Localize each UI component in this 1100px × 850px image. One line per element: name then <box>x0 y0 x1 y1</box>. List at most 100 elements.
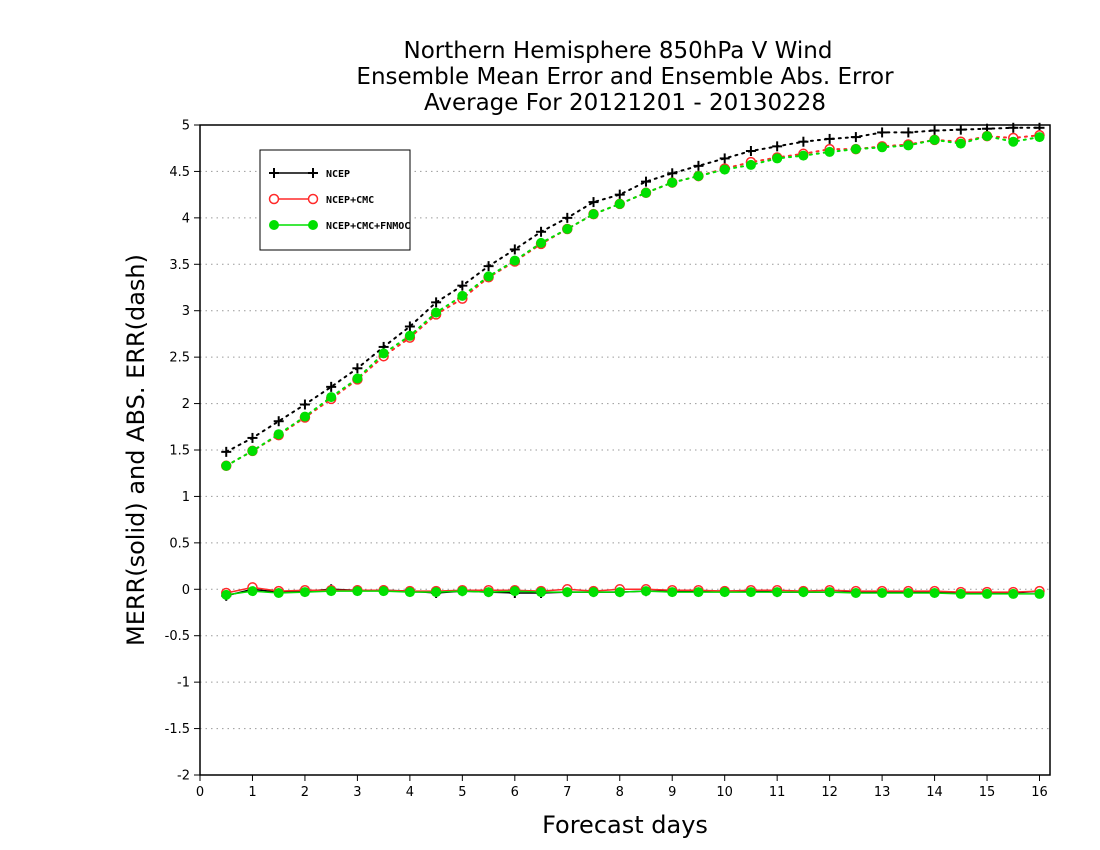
x-tick-label: 1 <box>248 785 256 800</box>
point-abs-err-ncep <box>483 261 494 272</box>
y-tick-label: 0.5 <box>169 536 190 551</box>
x-tick-label: 5 <box>458 785 466 800</box>
point-mean-err-ncep-cmc-fnmoc <box>536 587 547 598</box>
point-abs-err-ncep-cmc-fnmoc <box>536 237 547 248</box>
legend-marker-ncep-cmc-fnmoc <box>308 220 318 230</box>
point-mean-err-ncep-cmc-fnmoc <box>273 588 284 598</box>
point-abs-err-ncep <box>588 197 599 208</box>
point-abs-err-ncep-cmc-fnmoc <box>299 411 310 422</box>
point-abs-err-ncep <box>929 125 940 136</box>
point-abs-err-ncep-cmc-fnmoc <box>352 373 363 384</box>
y-tick-label: 5 <box>182 119 190 134</box>
point-abs-err-ncep <box>273 416 284 427</box>
x-tick-label: 11 <box>769 785 786 800</box>
x-tick-label: 7 <box>563 785 571 800</box>
point-abs-err-ncep-cmc-fnmoc <box>955 138 966 149</box>
x-tick-label: 8 <box>616 785 624 800</box>
point-mean-err-ncep-cmc-fnmoc <box>247 586 258 597</box>
point-abs-err-ncep-cmc-fnmoc <box>483 271 494 282</box>
point-mean-err-ncep-cmc-fnmoc <box>1034 588 1045 599</box>
x-tick-label: 13 <box>874 785 891 800</box>
point-abs-err-ncep <box>850 132 861 143</box>
y-tick-label: 1 <box>182 490 190 505</box>
x-tick-label: 14 <box>926 785 943 800</box>
point-abs-err-ncep <box>903 127 914 138</box>
x-tick-label: 3 <box>353 785 361 800</box>
legend-marker-ncep <box>269 168 279 178</box>
point-mean-err-ncep-cmc-fnmoc <box>903 588 914 598</box>
point-abs-err-ncep-cmc-fnmoc <box>903 140 914 151</box>
point-abs-err-ncep-cmc-fnmoc <box>772 153 783 164</box>
legend-box <box>259 149 411 251</box>
point-mean-err-ncep-cmc-fnmoc <box>431 587 442 598</box>
point-abs-err-ncep-cmc-fnmoc <box>745 159 756 170</box>
point-abs-err-ncep <box>299 399 310 410</box>
point-mean-err-ncep-cmc-fnmoc <box>588 587 599 598</box>
point-mean-err-ncep-cmc-fnmoc <box>982 588 993 599</box>
point-abs-err-ncep-cmc-fnmoc <box>877 142 888 153</box>
point-abs-err-ncep-cmc-fnmoc <box>273 429 284 440</box>
x-tick-label: 10 <box>716 785 733 800</box>
point-mean-err-ncep-cmc-fnmoc <box>745 587 756 598</box>
point-abs-err-ncep <box>509 244 520 255</box>
point-abs-err-ncep-cmc-fnmoc <box>929 134 940 145</box>
legend-label-ncep-cmc-fnmoc: NCEP+CMC+FNMOC <box>326 221 410 232</box>
point-mean-err-ncep-cmc-fnmoc <box>614 587 625 598</box>
point-mean-err-ncep-cmc-fnmoc <box>404 587 415 598</box>
y-tick-label: -2 <box>177 769 190 784</box>
point-abs-err-ncep-cmc-fnmoc <box>588 209 599 220</box>
axes: 54.543.532.521.510.50-0.5-1-1.5-20 1 2 3 4 5 6… <box>165 119 1048 801</box>
point-mean-err-ncep-cmc-fnmoc <box>221 589 232 600</box>
point-abs-err-ncep <box>667 168 678 179</box>
chart-title-line-2: Ensemble Mean Error and Ensemble Abs. Er… <box>356 64 894 90</box>
point-abs-err-ncep-cmc-fnmoc <box>824 146 835 157</box>
y-tick-label: 4.5 <box>169 165 190 180</box>
point-mean-err-ncep-cmc-fnmoc <box>640 586 651 597</box>
point-abs-err-ncep-cmc-fnmoc <box>667 177 678 188</box>
point-mean-err-ncep-cmc-fnmoc <box>378 586 389 597</box>
point-abs-err-ncep <box>221 446 232 457</box>
point-abs-err-ncep-cmc-fnmoc <box>221 460 232 471</box>
x-tick-label: 12 <box>821 785 838 800</box>
y-tick-label: 0 <box>182 583 190 598</box>
point-mean-err-ncep-cmc-fnmoc <box>299 587 310 598</box>
point-abs-err-ncep <box>404 321 415 332</box>
point-mean-err-ncep-cmc-fnmoc <box>1008 588 1019 599</box>
point-abs-err-ncep-cmc-fnmoc <box>982 131 993 142</box>
point-abs-err-ncep-cmc-fnmoc <box>1008 136 1019 147</box>
legend-label-ncep: NCEP <box>326 169 350 180</box>
legend-label-ncep-cmc: NCEP+CMC <box>326 195 374 206</box>
point-mean-err-ncep-cmc-fnmoc <box>457 586 468 597</box>
point-abs-err-ncep-cmc-fnmoc <box>850 144 861 155</box>
point-abs-err-ncep-cmc-fnmoc <box>798 150 809 161</box>
y-tick-label: 1.5 <box>169 444 190 459</box>
point-abs-err-ncep-cmc-fnmoc <box>404 330 415 341</box>
chart-title-line-3: Average For 20121201 - 20130228 <box>424 90 826 116</box>
legend-marker-ncep-cmc-fnmoc <box>269 220 279 230</box>
point-abs-err-ncep <box>955 124 966 135</box>
x-tick-label: 9 <box>668 785 676 800</box>
point-abs-err-ncep-cmc-fnmoc <box>640 187 651 198</box>
y-tick-label: -0.5 <box>165 629 190 644</box>
point-abs-err-ncep-cmc-fnmoc <box>431 307 442 318</box>
x-tick-label: 15 <box>979 785 996 800</box>
point-abs-err-ncep <box>693 160 704 171</box>
point-abs-err-ncep-cmc-fnmoc <box>562 224 573 234</box>
point-abs-err-ncep <box>719 153 730 164</box>
point-mean-err-ncep-cmc-fnmoc <box>326 586 337 597</box>
point-abs-err-ncep-cmc-fnmoc <box>509 255 520 266</box>
point-abs-err-ncep-cmc-fnmoc <box>719 164 730 175</box>
y-tick-label: 3 <box>182 304 190 319</box>
point-abs-err-ncep-cmc-fnmoc <box>378 348 389 359</box>
legend-marker-ncep-cmc <box>307 193 319 205</box>
x-tick-label: 2 <box>301 785 309 800</box>
legend-marker-ncep-cmc <box>268 193 280 205</box>
y-tick-label: 3.5 <box>169 258 190 273</box>
point-abs-err-ncep <box>536 226 547 237</box>
point-abs-err-ncep-cmc-fnmoc <box>614 198 625 209</box>
y-tick-label: -1 <box>177 676 190 691</box>
x-axis-label: Forecast days <box>542 811 708 839</box>
y-tick-label: -1.5 <box>165 722 190 737</box>
point-abs-err-ncep <box>614 189 625 200</box>
